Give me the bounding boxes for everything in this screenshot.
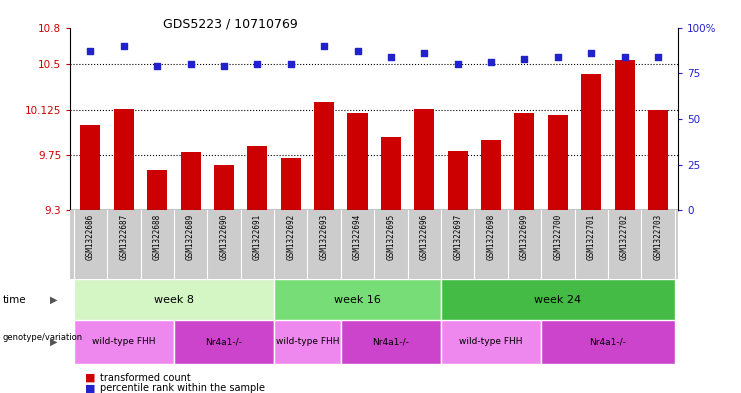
Bar (448, 151, 468, 210)
Text: wild-type FHH: wild-type FHH (459, 338, 523, 346)
Text: GSM1322687: GSM1322687 (119, 214, 128, 260)
Text: GSM1322700: GSM1322700 (554, 214, 562, 260)
Bar (114, 109, 134, 210)
Text: ▶: ▶ (50, 295, 57, 305)
Bar (274, 279, 441, 320)
Text: GSM1322686: GSM1322686 (86, 214, 95, 260)
Bar (181, 152, 201, 210)
Bar (548, 115, 568, 210)
Text: wild-type FHH: wild-type FHH (276, 338, 339, 346)
Bar (247, 146, 268, 210)
Point (351, 48, 363, 54)
Bar (147, 170, 167, 210)
Text: GSM1322701: GSM1322701 (587, 214, 596, 260)
Text: week 24: week 24 (534, 295, 582, 305)
Bar (348, 113, 368, 210)
Point (218, 63, 230, 69)
Text: GSM1322691: GSM1322691 (253, 214, 262, 260)
Bar (281, 158, 301, 210)
Text: Nr4a1-/-: Nr4a1-/- (590, 338, 626, 346)
Text: GSM1322688: GSM1322688 (153, 214, 162, 260)
Point (585, 50, 597, 56)
Text: time: time (2, 295, 26, 305)
Bar (514, 113, 534, 210)
Text: ▶: ▶ (50, 337, 57, 347)
Bar (214, 165, 234, 210)
Text: GSM1322698: GSM1322698 (487, 214, 496, 260)
Bar (581, 74, 601, 210)
Bar (481, 140, 501, 210)
Point (652, 53, 664, 60)
Text: Nr4a1-/-: Nr4a1-/- (373, 338, 409, 346)
Point (419, 50, 431, 56)
Text: percentile rank within the sample: percentile rank within the sample (100, 383, 265, 393)
Point (552, 53, 564, 60)
Text: GSM1322692: GSM1322692 (286, 214, 295, 260)
Text: week 8: week 8 (154, 295, 194, 305)
Point (285, 61, 296, 67)
Text: GSM1322693: GSM1322693 (319, 214, 328, 260)
Point (385, 53, 397, 60)
Text: GSM1322690: GSM1322690 (219, 214, 228, 260)
Bar (174, 320, 274, 364)
Point (318, 42, 330, 49)
Bar (81, 125, 101, 210)
Bar (314, 102, 334, 210)
Point (185, 61, 196, 67)
Point (619, 53, 631, 60)
Text: GSM1322703: GSM1322703 (654, 214, 662, 260)
Text: GSM1322697: GSM1322697 (453, 214, 462, 260)
Bar (414, 109, 434, 210)
Text: GSM1322699: GSM1322699 (520, 214, 529, 260)
Text: GSM1322702: GSM1322702 (620, 214, 629, 260)
Point (151, 63, 163, 69)
Text: GSM1322696: GSM1322696 (420, 214, 429, 260)
Text: GSM1322689: GSM1322689 (186, 214, 195, 260)
Point (452, 61, 464, 67)
Point (251, 61, 263, 67)
Text: genotype/variation: genotype/variation (2, 334, 82, 342)
Bar (541, 320, 674, 364)
Text: GSM1322694: GSM1322694 (353, 214, 362, 260)
Bar (441, 279, 674, 320)
Bar (74, 279, 274, 320)
Text: wild-type FHH: wild-type FHH (92, 338, 156, 346)
Text: transformed count: transformed count (100, 373, 190, 383)
Text: ■: ■ (85, 373, 96, 383)
Point (485, 59, 497, 65)
Bar (74, 320, 174, 364)
Point (118, 42, 130, 49)
Text: GDS5223 / 10710769: GDS5223 / 10710769 (163, 18, 298, 31)
Bar (441, 320, 541, 364)
Point (84, 48, 96, 54)
Bar (381, 137, 401, 210)
Text: Nr4a1-/-: Nr4a1-/- (205, 338, 242, 346)
Text: week 16: week 16 (334, 295, 381, 305)
Bar (614, 61, 634, 210)
Bar (648, 110, 668, 210)
Point (519, 55, 531, 62)
Text: GSM1322695: GSM1322695 (386, 214, 396, 260)
Text: ■: ■ (85, 383, 96, 393)
Bar (274, 320, 341, 364)
Bar (341, 320, 441, 364)
